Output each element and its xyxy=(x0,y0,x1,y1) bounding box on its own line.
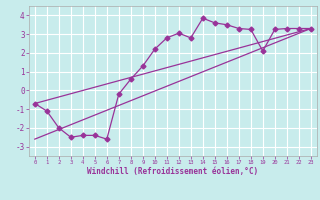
X-axis label: Windchill (Refroidissement éolien,°C): Windchill (Refroidissement éolien,°C) xyxy=(87,167,258,176)
